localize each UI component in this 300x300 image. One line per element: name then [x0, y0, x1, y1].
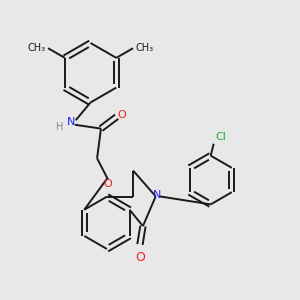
Text: H: H [56, 122, 64, 132]
Text: O: O [103, 179, 112, 190]
Text: O: O [118, 110, 126, 120]
Text: N: N [153, 190, 161, 200]
Text: O: O [135, 251, 145, 264]
Text: CH₃: CH₃ [28, 43, 46, 53]
Text: N: N [67, 117, 75, 127]
Text: CH₃: CH₃ [135, 43, 154, 53]
Text: Cl: Cl [215, 132, 226, 142]
